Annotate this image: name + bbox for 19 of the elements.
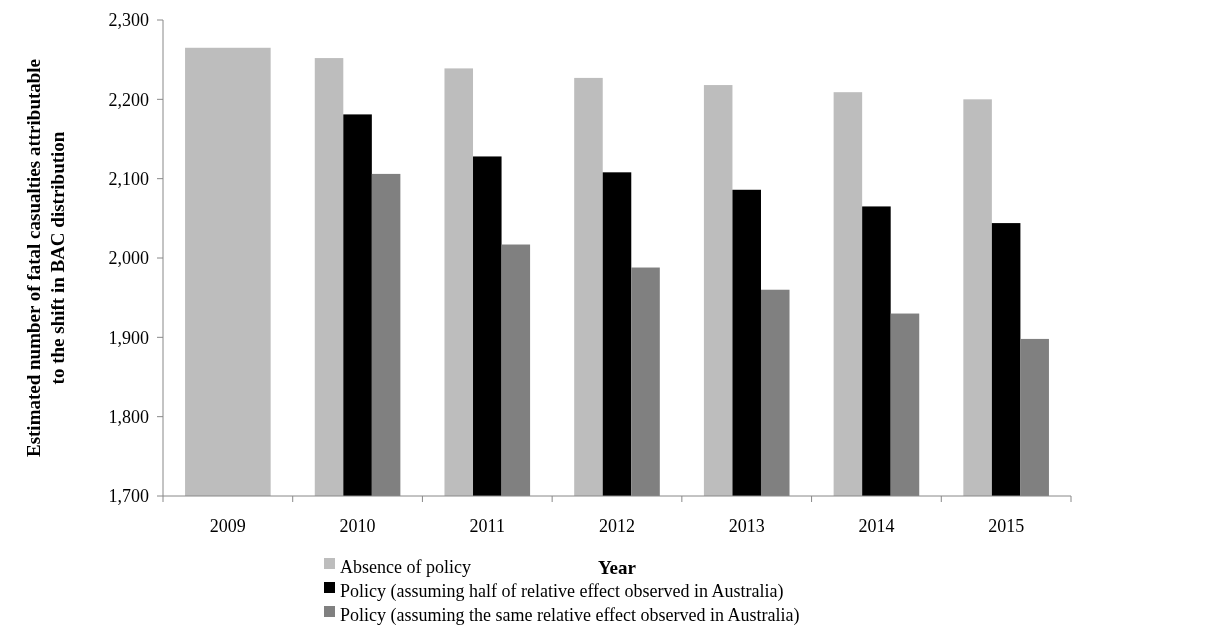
legend-label: Policy (assuming the same relative effect observed in Australia): [340, 605, 800, 626]
x-tick-label: 2014: [858, 516, 895, 536]
x-tick-label: 2011: [469, 516, 505, 536]
y-axis-title: Estimated number of fatal casualties attributable to the shift in BAC distribution: [23, 58, 68, 458]
y-tick-label: 2,200: [108, 89, 149, 110]
x-axis-title: Year: [598, 557, 637, 578]
legend-label: Policy (assuming half of relative effect observed in Australia): [340, 581, 784, 602]
legend-label: Absence of policy: [340, 557, 471, 577]
y-tick-label: 1,900: [108, 327, 149, 348]
y-tick-label: 1,700: [108, 486, 149, 507]
y-tick-label: 1,800: [108, 406, 149, 427]
x-tick-label: 2010: [339, 516, 376, 536]
x-tick-label: 2013: [728, 516, 765, 536]
y-tick-label: 2,100: [108, 168, 149, 189]
y-tick-label: 2,000: [108, 248, 149, 269]
x-tick-label: 2015: [988, 516, 1025, 536]
y-tick-label: 2,300: [108, 10, 149, 31]
x-tick-label: 2012: [599, 516, 635, 536]
x-tick-label: 2009: [209, 516, 246, 536]
